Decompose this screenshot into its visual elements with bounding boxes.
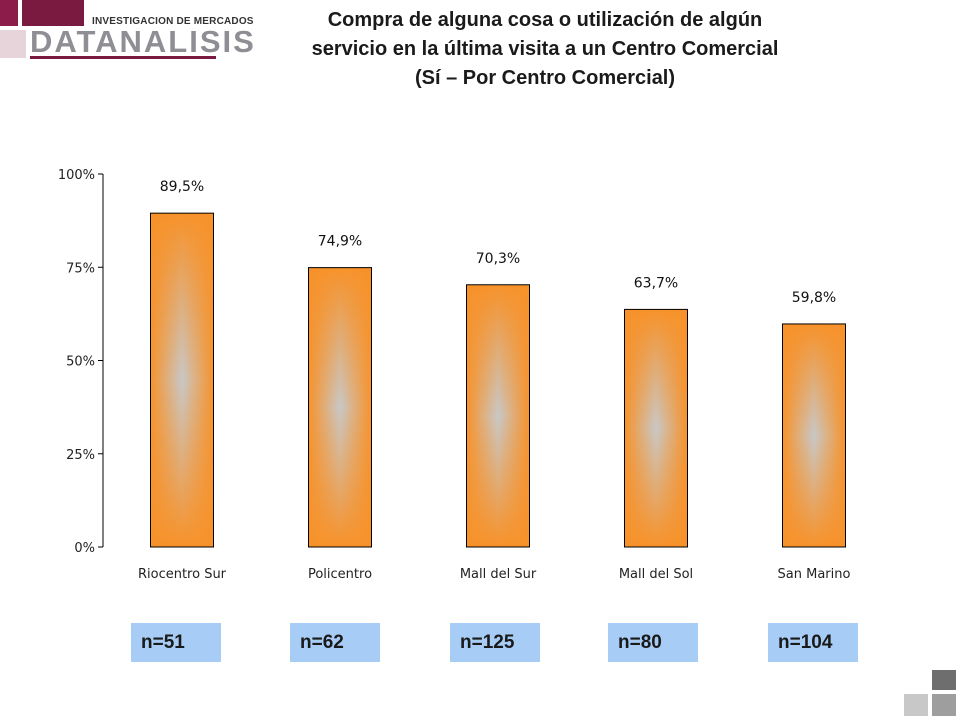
sample-size-box: n=51: [131, 623, 221, 662]
category-label: Riocentro Sur: [138, 567, 227, 582]
sample-size-box: n=80: [608, 623, 698, 662]
logo-name: DATANALISIS: [30, 24, 256, 59]
chart-title: Compra de alguna cosa o utilización de a…: [220, 6, 870, 93]
logo-square-dark: [0, 0, 18, 26]
bar-outline: [782, 323, 846, 548]
sample-size-box: n=125: [450, 623, 540, 662]
bar-overlay: [466, 284, 530, 547]
logo-underline: [30, 56, 216, 59]
data-label: 63,7%: [634, 275, 678, 291]
title-line-3: (Sí – Por Centro Comercial): [414, 67, 676, 89]
bar-overlay: [308, 267, 372, 547]
corner-decoration: [904, 670, 956, 716]
bar-outline: [308, 267, 372, 548]
bar-chart: 0% 25% 50% 75% 100% 89,5% Riocentro Sur 74,9% P…: [58, 168, 851, 582]
y-tick-label: 50%: [66, 355, 95, 370]
category-label: San Marino: [778, 567, 851, 582]
sample-size-box: n=62: [290, 623, 380, 662]
title-line-1: Compra de alguna cosa o utilización de a…: [327, 9, 763, 31]
bar-overlay: [782, 323, 846, 547]
corner-square-3: [932, 694, 956, 716]
sample-size-box: n=104: [768, 623, 858, 662]
title-line-2: servicio en la última visita a un Centro…: [311, 38, 779, 60]
logo-block-dark: [22, 0, 84, 26]
bar-outline: [466, 284, 530, 548]
y-tick-label: 100%: [58, 168, 95, 183]
logo-subtitle: INVESTIGACION DE MERCADOS: [92, 16, 254, 27]
data-label: 89,5%: [160, 179, 204, 195]
data-label: 70,3%: [476, 251, 520, 267]
y-tick-label: 0%: [74, 541, 95, 556]
bar-outline: [624, 308, 688, 548]
bar-overlay: [150, 213, 214, 548]
y-tick-label: 25%: [66, 448, 95, 463]
category-label: Policentro: [308, 567, 372, 582]
category-label: Mall del Sur: [460, 567, 537, 582]
datanalisis-logo: INVESTIGACION DE MERCADOS DATANALISIS: [0, 0, 254, 62]
logo-square-light: [0, 30, 26, 58]
data-label: 74,9%: [318, 234, 362, 250]
bar-overlay: [624, 309, 688, 547]
corner-square-2: [904, 694, 928, 716]
category-label: Mall del Sol: [619, 567, 693, 582]
data-label: 59,8%: [792, 290, 836, 306]
y-tick-label: 75%: [66, 261, 95, 276]
corner-square-1: [932, 670, 956, 690]
bar-outline: [150, 212, 214, 548]
